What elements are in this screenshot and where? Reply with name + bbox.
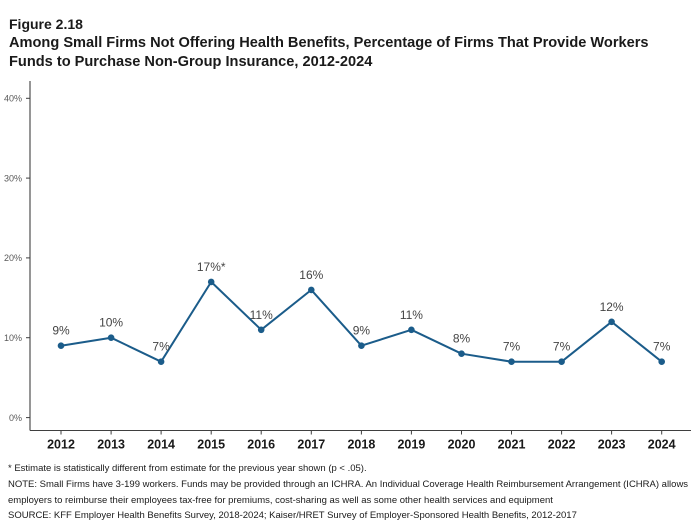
svg-text:2015: 2015 <box>197 438 225 452</box>
svg-text:9%: 9% <box>52 324 70 338</box>
svg-text:7%: 7% <box>152 340 170 354</box>
svg-text:7%: 7% <box>653 340 671 354</box>
svg-text:20%: 20% <box>4 253 22 263</box>
svg-text:2020: 2020 <box>448 438 476 452</box>
svg-text:2021: 2021 <box>498 438 526 452</box>
svg-text:2012: 2012 <box>47 438 75 452</box>
svg-text:16%: 16% <box>299 268 323 282</box>
svg-text:2019: 2019 <box>397 438 425 452</box>
svg-text:11%: 11% <box>250 308 273 322</box>
svg-text:2017: 2017 <box>297 438 325 452</box>
svg-text:7%: 7% <box>553 340 571 354</box>
svg-text:0%: 0% <box>9 413 22 423</box>
svg-text:2018: 2018 <box>347 438 375 452</box>
svg-text:7%: 7% <box>503 340 521 354</box>
svg-text:11%: 11% <box>400 308 423 322</box>
svg-text:2023: 2023 <box>598 438 626 452</box>
svg-text:12%: 12% <box>600 300 624 314</box>
svg-text:9%: 9% <box>353 324 371 338</box>
svg-text:10%: 10% <box>4 333 22 343</box>
svg-text:8%: 8% <box>453 332 471 346</box>
svg-text:2016: 2016 <box>247 438 275 452</box>
svg-text:2022: 2022 <box>548 438 576 452</box>
svg-text:17%*: 17%* <box>197 260 226 274</box>
svg-text:30%: 30% <box>4 173 22 183</box>
svg-text:40%: 40% <box>4 94 22 104</box>
svg-text:2024: 2024 <box>648 438 676 452</box>
svg-text:2013: 2013 <box>97 438 125 452</box>
svg-text:10%: 10% <box>99 316 123 330</box>
svg-text:2014: 2014 <box>147 438 175 452</box>
